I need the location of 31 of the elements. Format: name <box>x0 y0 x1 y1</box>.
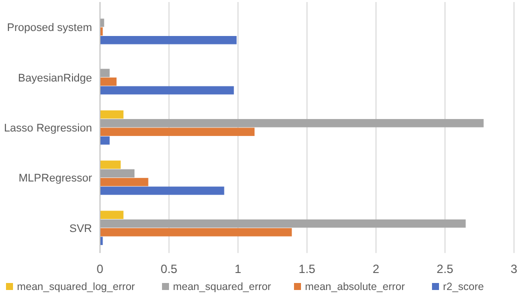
x-tick-label: 3 <box>510 262 518 276</box>
bar <box>100 78 117 86</box>
bar <box>100 136 110 145</box>
bar <box>100 160 121 169</box>
y-tick-label: Lasso Regression <box>4 122 92 134</box>
x-tick-label: 1 <box>234 262 242 276</box>
x-tick-label: 2.5 <box>436 262 454 276</box>
bar <box>100 128 255 136</box>
legend-label: mean_squared_log_error <box>17 281 136 293</box>
bar <box>100 119 484 128</box>
x-tick-label: 2 <box>372 262 380 276</box>
x-tick-label: 0 <box>96 262 104 276</box>
x-tick-label: 1.5 <box>298 262 316 276</box>
legend-label: mean_squared_error <box>173 281 272 293</box>
y-tick-label: Proposed system <box>7 22 92 34</box>
bar <box>100 186 224 195</box>
bar <box>100 36 237 44</box>
bar <box>100 110 124 119</box>
legend-label: mean_absolute_error <box>305 281 406 293</box>
bar <box>100 86 234 94</box>
bar <box>100 219 466 228</box>
bar <box>100 178 148 186</box>
x-tick-label: 0.5 <box>160 262 178 276</box>
bar <box>100 228 292 236</box>
y-tick-label: BayesianRidge <box>18 72 92 84</box>
legend-label: r2_score <box>443 281 484 293</box>
y-tick-label: SVR <box>69 222 92 235</box>
bar <box>100 210 124 220</box>
bar <box>100 68 110 78</box>
y-tick-label: MLPRegressor <box>18 172 92 185</box>
bar <box>100 169 134 178</box>
